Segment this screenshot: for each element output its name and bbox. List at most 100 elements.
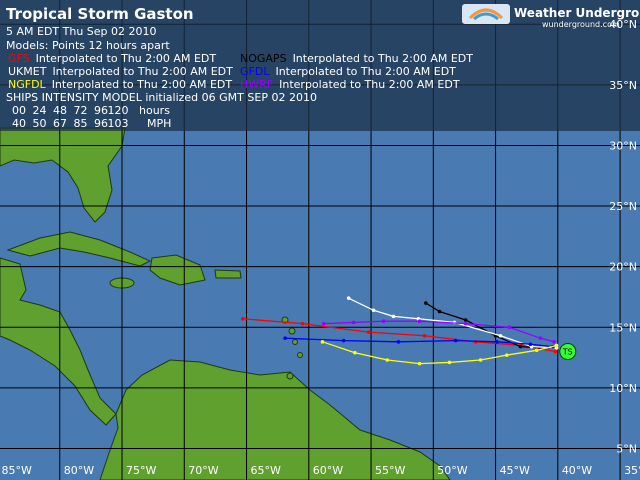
ships-hour: 24 (33, 104, 47, 117)
cuba (6, 231, 152, 267)
ships-hour: 120 (108, 104, 129, 117)
track-point (381, 319, 386, 324)
ships-hour: 96 (94, 104, 108, 117)
track-point (478, 358, 483, 362)
hispaniola (149, 254, 206, 286)
track-point (321, 321, 326, 326)
lat-label: 15°N (609, 321, 637, 334)
model-legend: GFS Interpolated to Thu 2:00 AM EDT (8, 52, 216, 65)
models-note: Models: Points 12 hours apart (6, 39, 170, 52)
track-point (437, 309, 442, 314)
track-point (283, 336, 287, 340)
central-america (0, 257, 117, 426)
track-point (463, 321, 468, 326)
track-point (507, 325, 512, 330)
lon-label: 70°W (188, 464, 218, 477)
lat-label: 25°N (609, 200, 637, 213)
model-legend: HWRF Interpolated to Thu 2:00 AM EDT (240, 78, 460, 91)
island (297, 352, 303, 358)
ships-mph-unit: MPH (147, 117, 171, 130)
lat-label: 40°N (609, 18, 637, 31)
lon-label: 50°W (437, 464, 467, 477)
logo-name: Weather Underground® (514, 6, 640, 20)
logo-url: wunderground.com (542, 20, 620, 29)
track-point (447, 360, 452, 365)
storm-marker (559, 343, 577, 361)
track-point (463, 318, 468, 322)
header-panel (0, 0, 640, 131)
track-point (553, 349, 558, 354)
ships-hours-unit: hours (139, 104, 170, 117)
track-point (504, 353, 509, 357)
island (292, 339, 298, 345)
ships-mph: 67 (53, 117, 67, 130)
lon-label: 65°W (251, 464, 281, 477)
track-point (422, 333, 427, 338)
track-point (518, 344, 523, 349)
model-name: UKMET (8, 65, 47, 78)
model-note: Interpolated to Thu 2:00 AM EDT (52, 78, 233, 91)
track-point (453, 338, 458, 343)
model-name: HWRF (240, 78, 273, 91)
logo-rainbow (473, 12, 499, 21)
track-point (385, 358, 390, 362)
track-point (424, 301, 428, 305)
ships-hour: 72 (74, 104, 88, 117)
track-point (417, 361, 422, 366)
model-legend: NGFDL Interpolated to Thu 2:00 AM EDT (8, 78, 232, 91)
track-point (552, 340, 556, 344)
track-point (538, 336, 543, 340)
model-note: Interpolated to Thu 2:00 AM EDT (279, 78, 460, 91)
north-america (0, 127, 126, 223)
title: Tropical Storm Gaston (6, 5, 194, 23)
track-point (528, 342, 533, 347)
ships-hour: 48 (53, 104, 67, 117)
track-point (391, 314, 396, 319)
lon-label: 85°W (2, 464, 32, 477)
track-point (371, 308, 376, 313)
track-point (366, 330, 371, 334)
lon-label: 55°W (375, 464, 405, 477)
south-america (99, 359, 451, 480)
labels: Tropical Storm Gaston 5 AM EDT Thu Sep 0… (2, 5, 640, 477)
model-tracks: TS (241, 296, 577, 366)
lon-label: 45°W (500, 464, 530, 477)
model-name: NOGAPS (240, 52, 287, 65)
track-line (348, 297, 557, 349)
track-point (353, 350, 357, 355)
lat-label: 35°N (609, 79, 637, 92)
lon-label: 35°W (624, 464, 640, 477)
track-point (534, 348, 539, 353)
puerto-rico (214, 269, 242, 279)
ships-mph: 40 (12, 117, 26, 130)
track-point (241, 316, 245, 321)
island (288, 327, 296, 335)
track-point (320, 340, 325, 344)
track-point (495, 340, 499, 344)
model-legend: UKMET Interpolated to Thu 2:00 AM EDT (8, 65, 233, 78)
ships-mph: 96 (94, 117, 108, 130)
lat-label: 5°N (616, 442, 637, 455)
model-name: NGFDL (8, 78, 47, 91)
logo: Weather Underground® wunderground.com (462, 4, 640, 29)
track-point (554, 343, 559, 348)
land (0, 127, 451, 480)
track-point (498, 333, 503, 338)
lat-label: 30°N (609, 139, 637, 152)
ships-mph: 85 (74, 117, 88, 130)
track-point (396, 340, 401, 344)
island (286, 372, 294, 380)
ships-mph: 50 (33, 117, 47, 130)
lon-label: 80°W (64, 464, 94, 477)
lon-label: 40°W (562, 464, 592, 477)
track-point (351, 320, 356, 325)
model-note: Interpolated to Thu 2:00 AM EDT (293, 52, 474, 65)
model-name: GFS (8, 52, 30, 65)
model-legend: NOGAPS Interpolated to Thu 2:00 AM EDT (240, 52, 473, 65)
ships-hour: 00 (12, 104, 26, 117)
track-line (323, 320, 555, 343)
track-point (341, 338, 346, 343)
issued: 5 AM EDT Thu Sep 02 2010 (6, 25, 157, 38)
lat-label: 20°N (609, 261, 637, 274)
